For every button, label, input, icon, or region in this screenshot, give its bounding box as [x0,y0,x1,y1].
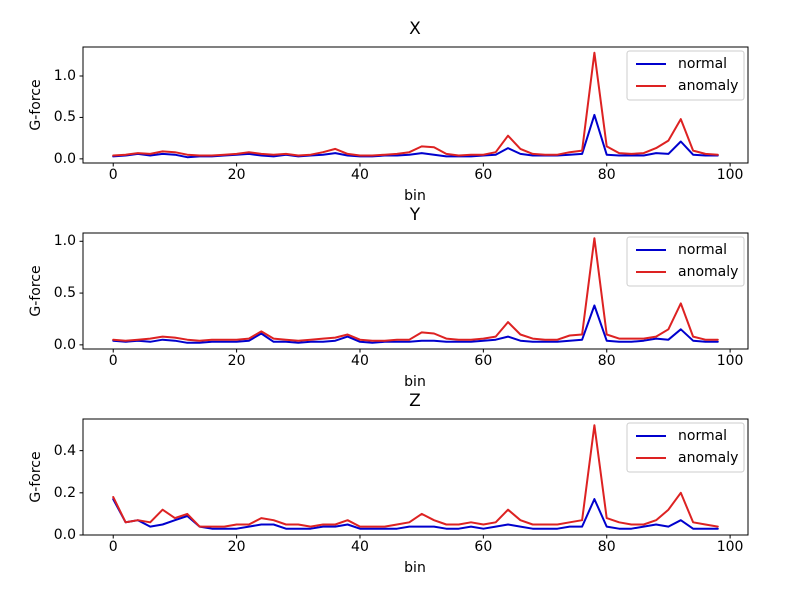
y-tick-label-x: 0.0 [53,150,76,167]
subplot-y-xlabel: bin [404,374,426,390]
y-anomaly-line [112,237,719,342]
x-tick-label-z: 20 [227,539,246,555]
axes-box-y [82,232,749,350]
y-tick-label-y: 1.0 [53,233,76,250]
z-anomaly-line [112,424,719,528]
z-normal-line [112,498,719,530]
legend-label-y-anomaly: anomaly [678,264,739,280]
legend-label-z-normal: normal [678,428,728,444]
y-tick-label-x: 0.5 [53,109,76,126]
x-tick-label-z: 100 [716,539,744,555]
y-normal-line [112,304,719,344]
x-tick-label-y: 100 [716,353,744,369]
x-tick-label-x: 60 [474,167,493,183]
y-tick-label-y: 0.5 [53,285,76,302]
legend-label-x-normal: normal [678,56,728,72]
x-tick-label-y: 60 [474,353,493,369]
axes-box-x [82,46,749,164]
x-tick-label-x: 0 [108,167,118,183]
x-tick-label-y: 80 [597,353,616,369]
x-tick-label-x: 80 [597,167,616,183]
x-tick-label-y: 20 [227,353,246,369]
x-tick-label-x: 40 [351,167,369,183]
axes-box-z [82,418,749,536]
y-tick-label-x: 1.0 [53,68,76,84]
x-anomaly-line [112,51,719,157]
legend-label-z-anomaly: anomaly [678,450,739,466]
x-tick-label-z: 0 [108,539,118,555]
legend-label-x-anomaly: anomaly [678,78,739,94]
x-tick-label-z: 40 [351,539,369,555]
subplot-z-title: Z [409,391,421,411]
x-normal-line [112,113,719,159]
y-tick-label-z: 0.2 [53,484,76,501]
x-tick-label-y: 40 [351,353,369,369]
y-tick-label-y: 0.0 [53,336,76,353]
x-tick-label-z: 60 [474,539,493,555]
subplot-y-title: Y [409,205,421,225]
y-tick-label-z: 0.4 [53,442,76,459]
x-tick-label-x: 100 [716,167,744,183]
subplot-x-xlabel: bin [404,188,426,204]
x-tick-label-z: 80 [597,539,616,555]
x-tick-label-y: 0 [108,353,118,369]
subplot-z-xlabel: bin [404,560,426,576]
subplot-x-title: X [409,19,421,39]
legend-label-y-normal: normal [678,242,728,258]
y-tick-label-z: 0.0 [53,527,76,543]
x-tick-label-x: 20 [227,167,246,183]
